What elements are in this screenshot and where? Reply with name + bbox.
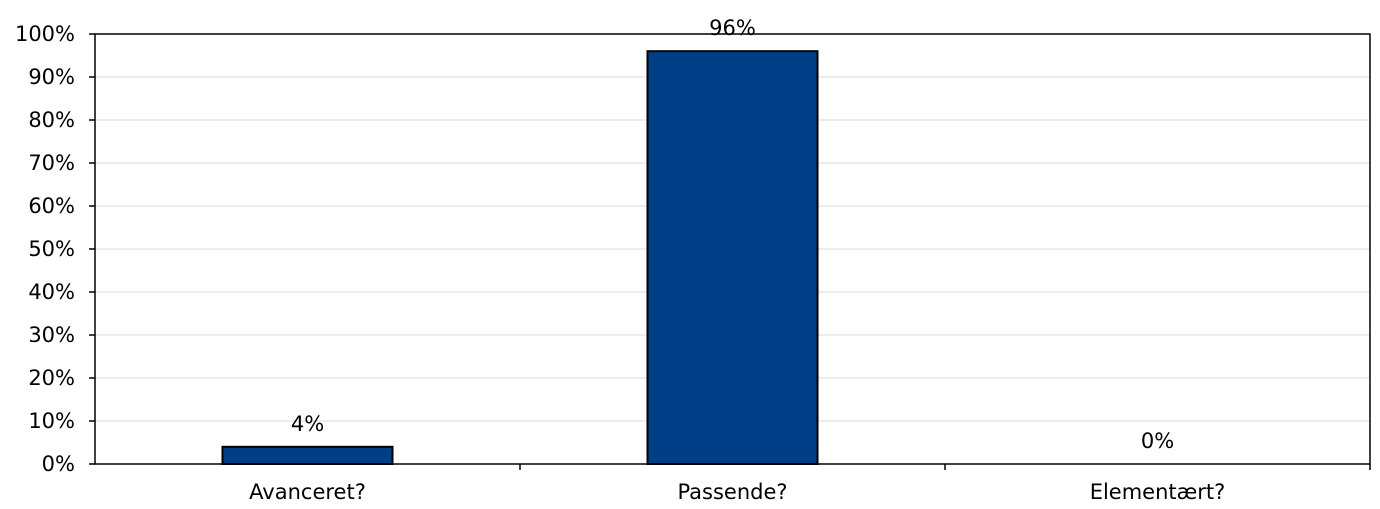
y-tick-label: 80% bbox=[28, 108, 75, 132]
bars bbox=[221, 50, 819, 465]
bar bbox=[221, 445, 394, 465]
y-tick-label: 100% bbox=[15, 22, 75, 46]
data-label: 96% bbox=[709, 16, 756, 40]
y-tick-label: 20% bbox=[28, 366, 75, 390]
y-tick-label: 90% bbox=[28, 65, 75, 89]
bar bbox=[646, 50, 819, 465]
x-category-label: Avanceret? bbox=[249, 480, 366, 504]
data-label: 4% bbox=[291, 412, 324, 436]
y-tick-label: 10% bbox=[28, 409, 75, 433]
plot-area-border bbox=[94, 33, 1371, 465]
axes bbox=[89, 33, 1371, 470]
y-tick-label: 30% bbox=[28, 323, 75, 347]
data-label: 0% bbox=[1141, 429, 1174, 453]
x-category-label: Elementært? bbox=[1090, 480, 1226, 504]
y-tick-label: 40% bbox=[28, 280, 75, 304]
y-tick-label: 50% bbox=[28, 237, 75, 261]
x-category-label: Passende? bbox=[677, 480, 787, 504]
y-tick-label: 60% bbox=[28, 194, 75, 218]
y-tick-label: 0% bbox=[42, 452, 75, 476]
labels: 0% 10% 20% 30% 40% 50% 60% 70% 80% 90% 100% 4% Avanc… bbox=[15, 16, 1225, 504]
y-tick-label: 70% bbox=[28, 151, 75, 175]
